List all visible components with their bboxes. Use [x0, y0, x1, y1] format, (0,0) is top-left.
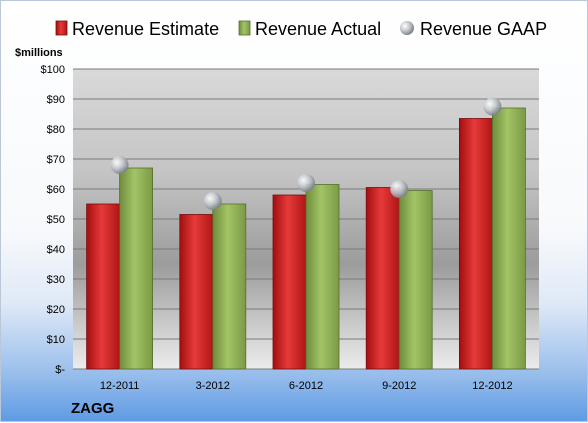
- bar-actual: [398, 190, 433, 370]
- x-tick-label: 12-2012: [472, 380, 512, 392]
- gaap-marker: [390, 180, 409, 198]
- bar-estimate: [86, 203, 120, 370]
- y-tick-label: $70: [47, 154, 65, 166]
- y-axis-unit-label: $millions: [15, 47, 63, 59]
- bar-actual: [491, 107, 526, 370]
- y-tick-label: $-: [55, 364, 65, 376]
- y-tick-label: $30: [47, 274, 65, 286]
- x-tick-label: 9-2012: [382, 380, 416, 392]
- y-tick-label: $20: [47, 304, 65, 316]
- gaap-marker: [203, 192, 222, 210]
- bar-estimate: [179, 214, 214, 370]
- company-label: ZAGG: [71, 400, 114, 417]
- y-tick-label: $50: [47, 214, 65, 226]
- legend-swatch-gaap: [400, 21, 414, 35]
- bar-estimate: [272, 194, 307, 370]
- y-tick-label: $60: [47, 184, 65, 196]
- y-tick-label: $100: [41, 64, 65, 76]
- gaap-marker: [483, 97, 502, 116]
- y-tick-label: $40: [47, 244, 65, 256]
- y-tick-label: $10: [47, 334, 65, 346]
- bar-actual: [119, 167, 153, 370]
- y-tick-label: $80: [47, 124, 65, 136]
- x-tick-label: 6-2012: [289, 380, 323, 392]
- bar-estimate: [365, 187, 400, 370]
- legend-label: Revenue Actual: [255, 19, 381, 39]
- legend-label: Revenue Estimate: [72, 19, 219, 39]
- x-tick-label: 3-2012: [196, 380, 230, 392]
- legend-label: Revenue GAAP: [420, 19, 547, 39]
- x-tick-label: 12-2011: [100, 380, 140, 392]
- bar-estimate: [458, 118, 493, 370]
- gaap-marker: [110, 156, 129, 174]
- legend-swatch-estimate: [55, 20, 68, 36]
- bar-actual: [212, 203, 247, 370]
- bar-actual: [305, 184, 340, 370]
- gaap-marker: [297, 174, 315, 192]
- y-tick-label: $90: [47, 94, 65, 106]
- legend-swatch-actual: [238, 20, 251, 36]
